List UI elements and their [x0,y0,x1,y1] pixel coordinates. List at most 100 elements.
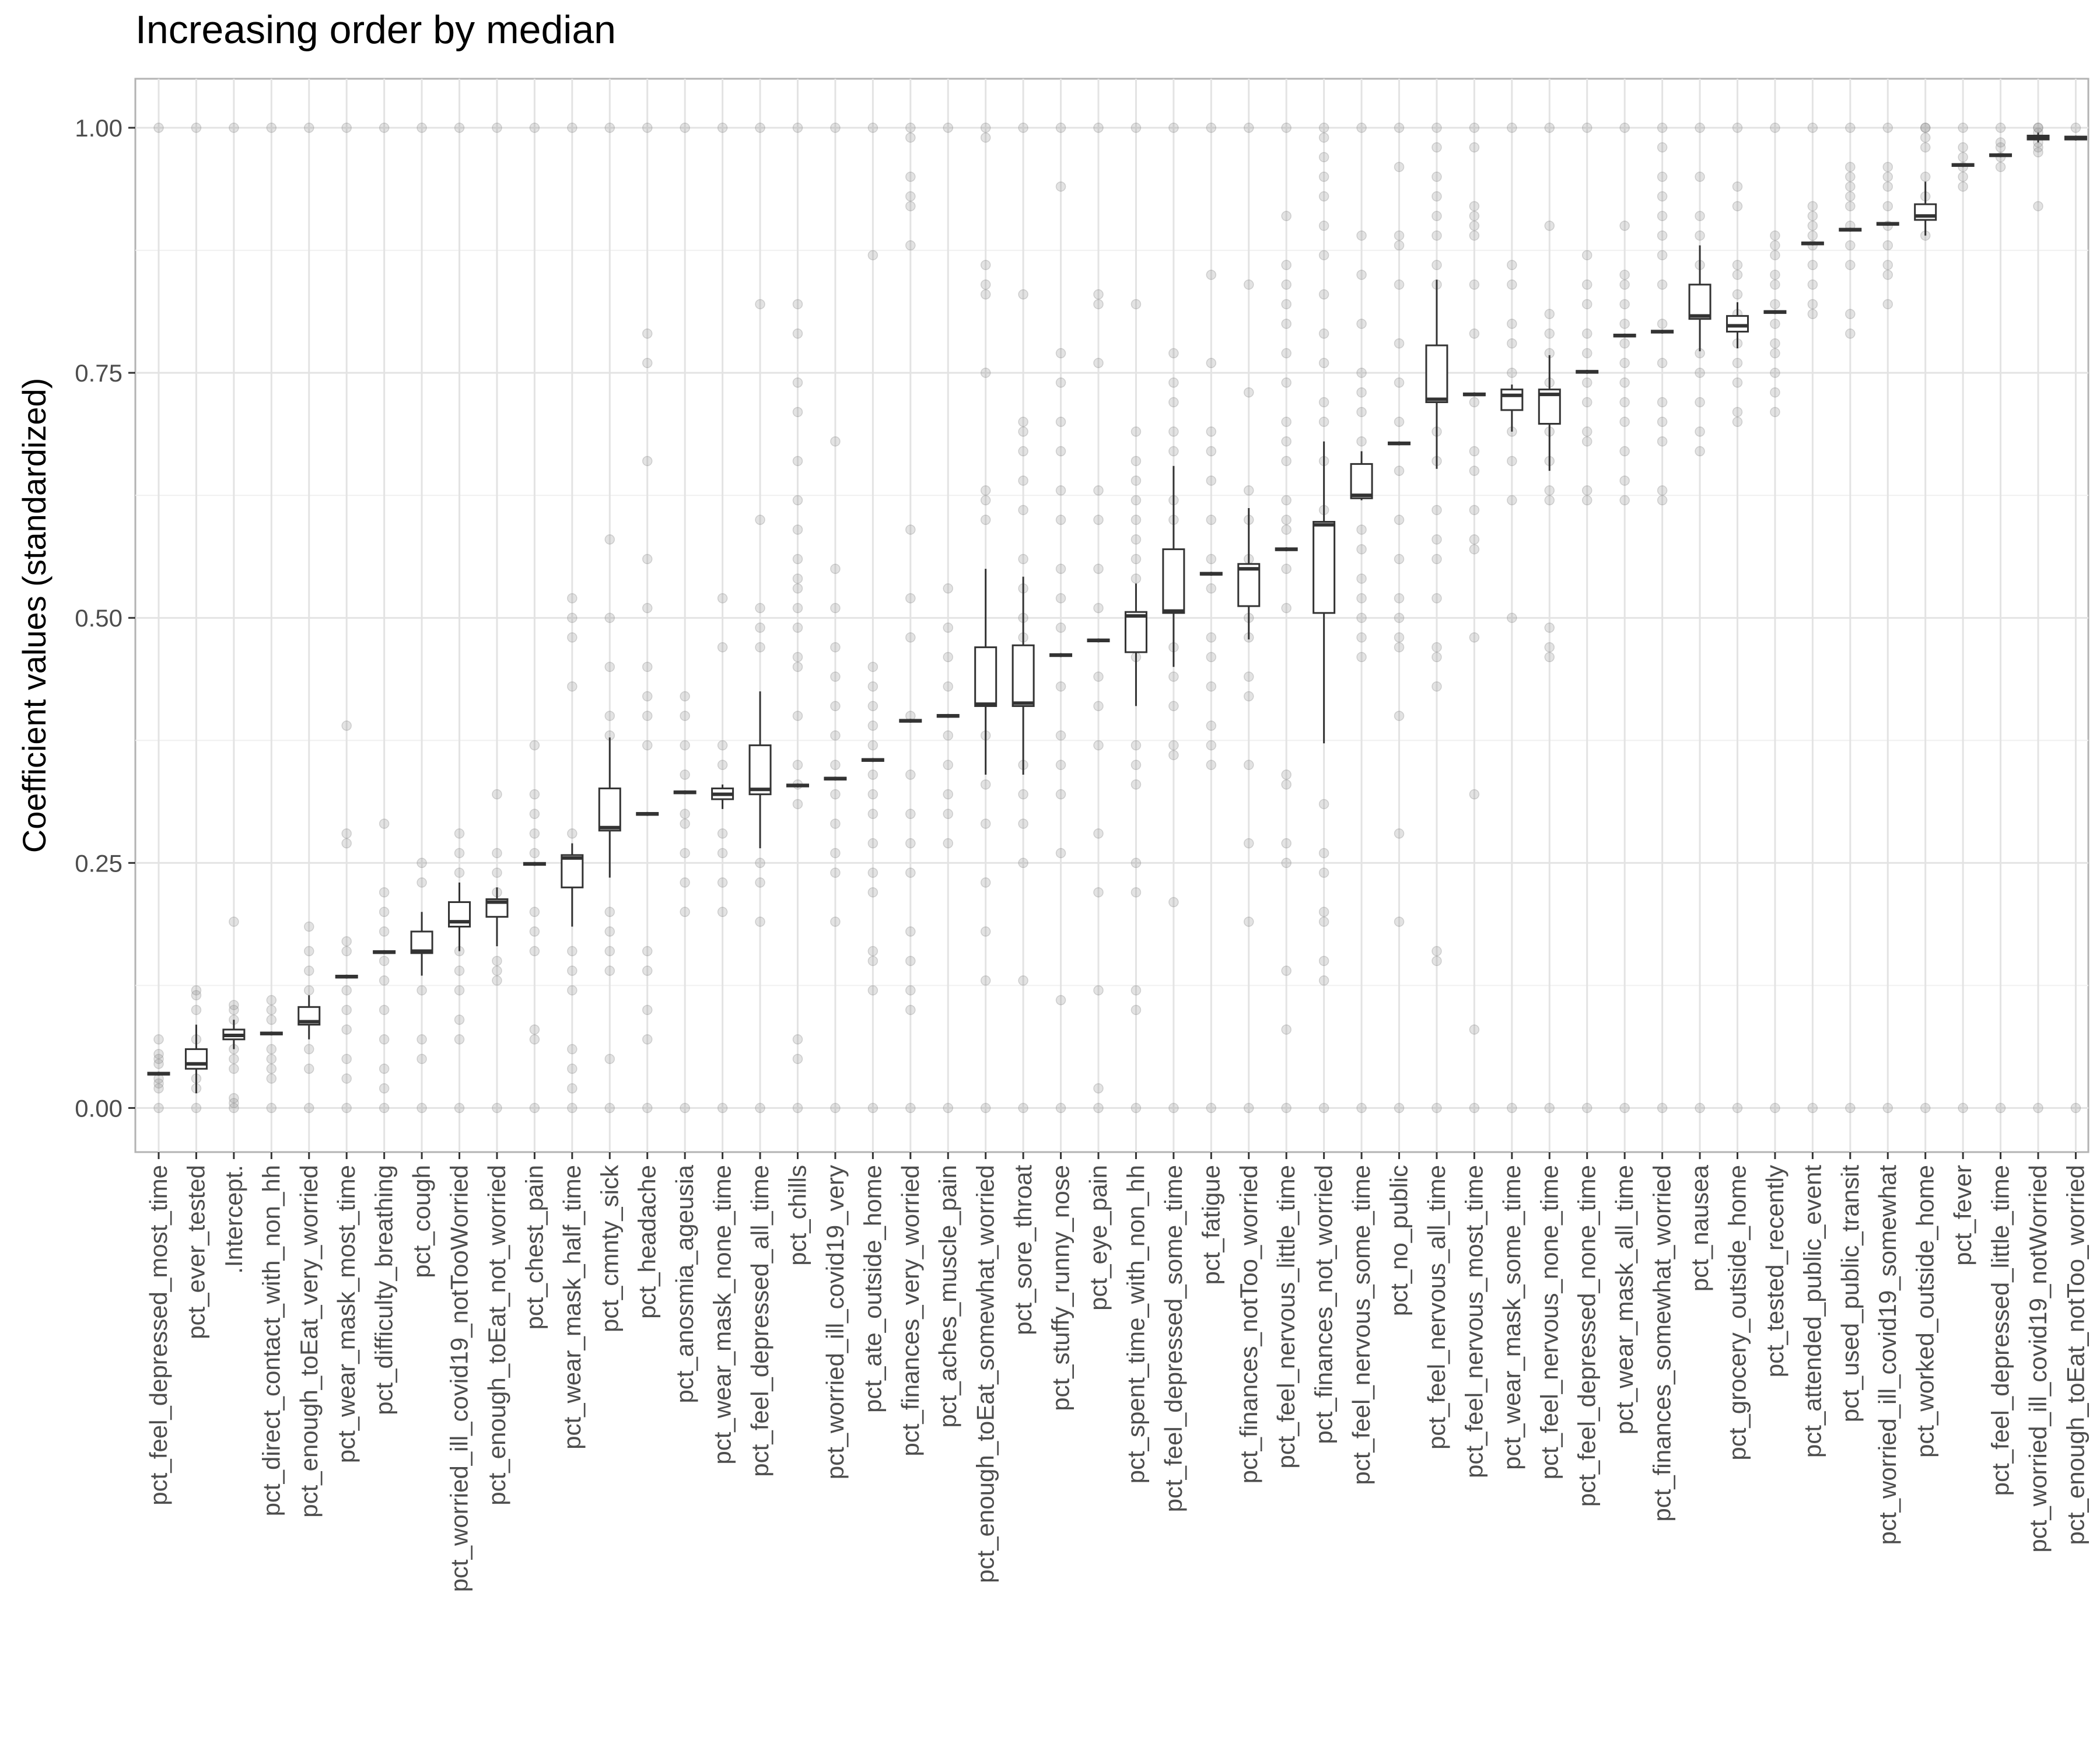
data-point [1281,965,1292,976]
data-point [1394,377,1405,388]
data-point [943,808,953,820]
data-point [1845,240,1856,251]
data-point [341,838,352,849]
data-point [1544,309,1555,320]
data-point [1168,740,1179,751]
data-point [1168,1102,1179,1114]
data-point [905,838,916,849]
data-point [1920,1102,1931,1114]
data-point [1244,279,1254,290]
data-point [680,710,690,721]
data-point [1356,407,1367,418]
box-iqr [1237,563,1261,607]
data-point [1093,671,1104,682]
data-point [1093,564,1104,574]
data-point [1055,123,1066,133]
data-point [1507,495,1517,506]
data-point [604,907,615,918]
data-point [1581,250,1592,261]
data-point [1432,593,1442,604]
data-point [1394,466,1405,476]
data-point [1657,142,1668,153]
data-point [529,907,540,918]
data-point [792,554,803,565]
data-point [416,877,427,888]
data-point [717,877,728,888]
data-point [1432,142,1442,153]
data-point [1244,691,1254,702]
data-point [867,956,878,967]
x-tick-label: pct_worried_ill_covid19_notWorried [2024,1165,2052,1553]
data-point [604,662,615,672]
data-point [1432,534,1442,545]
data-point [1394,612,1405,623]
data-point [1168,397,1179,408]
data-point [2033,1102,2043,1114]
data-point [454,965,465,976]
data-point [1244,838,1254,849]
data-point [1130,456,1142,467]
data-point [1018,446,1028,457]
data-point [379,887,390,898]
data-point [1394,416,1405,427]
x-tick-label: pct_cough [408,1165,435,1278]
data-point [1581,123,1592,133]
data-point [1130,1005,1142,1016]
data-point [1807,230,1818,241]
data-point [867,701,878,712]
data-point [1581,495,1592,506]
data-point [1469,632,1480,643]
data-point [1206,1102,1217,1114]
data-point [830,564,841,574]
data-point [492,123,502,133]
data-point [680,1102,690,1114]
data-point [1318,397,1329,408]
x-tick-label: pct_feel_depressed_some_time [1160,1165,1187,1512]
data-point [1770,270,1780,280]
x-tick-label: pct_wear_mask_half_time [558,1165,586,1450]
data-point [1318,328,1329,339]
data-point [529,1024,540,1035]
data-point [266,1005,277,1016]
data-point [1093,887,1104,898]
data-point [905,524,916,535]
data-point [379,907,390,918]
x-tick-label: pct_cmnty_sick [596,1164,623,1332]
data-point [1206,426,1217,437]
x-tick-label: pct_feel_nervous_some_time [1348,1165,1375,1485]
data-point [229,1063,239,1074]
data-point [830,789,841,800]
data-point [153,1054,164,1065]
data-point [1130,554,1142,565]
data-point [1281,779,1292,790]
data-point [1281,514,1292,525]
y-tick-label: 1.00 [75,114,123,142]
data-point [1130,887,1142,898]
data-point [792,603,803,614]
x-tick-label: pct_enough_toEat_very_worried [295,1165,323,1518]
data-point [1432,172,1442,182]
data-point [1732,1102,1743,1114]
data-point [304,965,314,976]
data-point [1168,377,1179,388]
data-point [717,740,728,751]
data-point [1244,760,1254,771]
data-point [1657,397,1668,408]
x-tick-label: pct_grocery_outside_home [1723,1165,1751,1461]
data-point [1206,681,1217,692]
data-point [1882,270,1893,280]
data-point [604,1054,615,1065]
x-tick-label: pct_used_public_transit [1836,1165,1864,1423]
data-point [680,740,690,751]
data-point [943,838,953,849]
data-point [1093,740,1104,751]
x-tick-label: pct_wear_mask_most_time [332,1165,360,1463]
data-point [1168,348,1179,359]
data-point [454,828,465,839]
data-point [1845,309,1856,320]
data-point [1695,368,1705,378]
data-point [2033,147,2043,158]
data-point [1770,1102,1780,1114]
data-point [905,191,916,202]
data-point [1356,436,1367,447]
